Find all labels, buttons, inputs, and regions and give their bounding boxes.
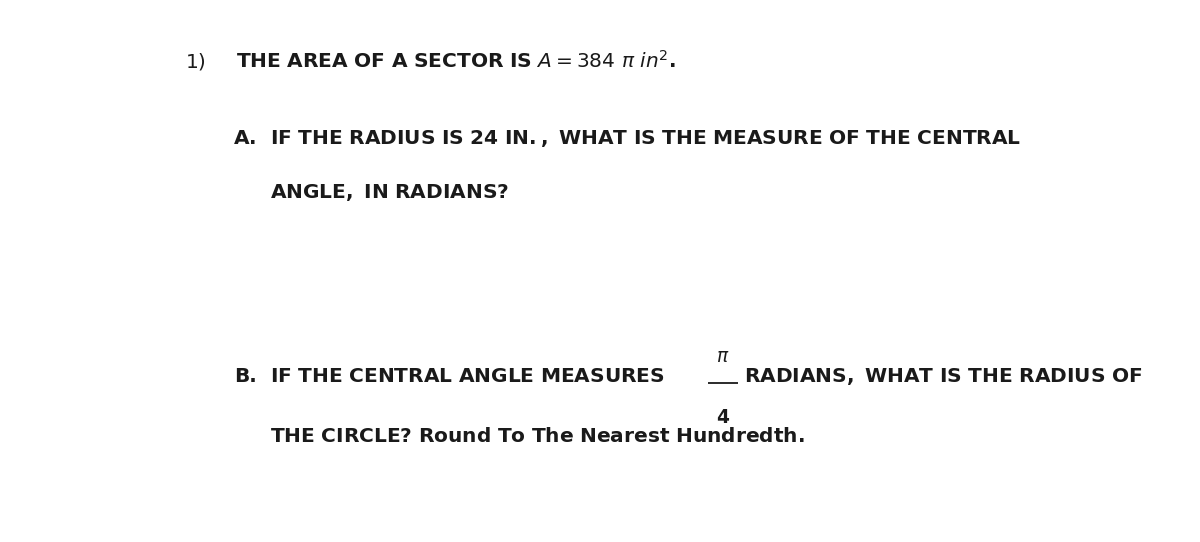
Text: A.: A. bbox=[234, 128, 258, 147]
Text: $\mathbf{ANGLE,\ IN\ RADIANS?}$: $\mathbf{ANGLE,\ IN\ RADIANS?}$ bbox=[270, 182, 509, 203]
Text: $\mathbf{RADIANS,\ WHAT\ IS\ THE\ RADIUS\ OF}$: $\mathbf{RADIANS,\ WHAT\ IS\ THE\ RADIUS… bbox=[744, 366, 1142, 387]
Text: $\mathbf{THE\ CIRCLE?\ }$$\mathbf{Round\ To\ The\ Nearest\ Hundredth.}$: $\mathbf{THE\ CIRCLE?\ }$$\mathbf{Round\… bbox=[270, 427, 804, 446]
Text: $\mathbf{IF\ THE\ RADIUS\ IS\ 24\ IN.,\ WHAT\ IS\ THE\ MEASURE\ OF\ THE\ CENTRAL: $\mathbf{IF\ THE\ RADIUS\ IS\ 24\ IN.,\ … bbox=[270, 127, 1021, 149]
Text: 1): 1) bbox=[186, 53, 206, 72]
Text: B.: B. bbox=[234, 367, 257, 386]
Text: 4: 4 bbox=[716, 408, 728, 427]
Text: $\pi$: $\pi$ bbox=[715, 346, 730, 365]
Text: $\mathbf{THE\ AREA\ OF\ A\ SECTOR\ IS}\ $$A = 384\ \pi\ \mathit{in}^{2}\mathbf{.: $\mathbf{THE\ AREA\ OF\ A\ SECTOR\ IS}\ … bbox=[236, 50, 677, 72]
Text: $\mathbf{IF\ THE\ CENTRAL\ ANGLE\ MEASURES}$: $\mathbf{IF\ THE\ CENTRAL\ ANGLE\ MEASUR… bbox=[270, 367, 665, 386]
